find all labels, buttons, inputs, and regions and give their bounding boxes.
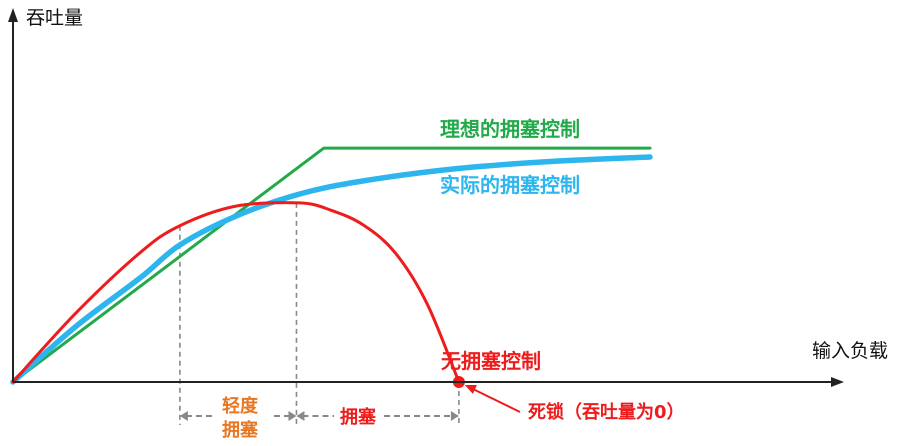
series-group: [10, 146, 653, 388]
series-label-ideal: 理想的拥塞控制: [440, 117, 580, 141]
congestion-range-arrow-left: [296, 411, 305, 421]
axes: [8, 8, 844, 387]
labels: 吞吐量 输入负载 理想的拥塞控制 实际的拥塞控制 无拥塞控制 轻度 拥塞 拥塞 …: [26, 7, 888, 441]
x-axis-arrow: [831, 377, 844, 387]
congestion-label: 拥塞: [340, 406, 377, 428]
light-range-arrow-right: [288, 411, 297, 421]
light-congestion-label-1: 轻度: [222, 395, 259, 417]
series-label-none: 无拥塞控制: [441, 349, 541, 373]
deadlock-pointer-line: [470, 387, 521, 413]
x-axis-label: 输入负载: [812, 340, 888, 362]
congestion-range-arrow-right: [450, 411, 459, 421]
deadlock-label: 死锁（吞吐量为0）: [528, 401, 685, 423]
series-actual-line: [10, 154, 653, 385]
light-range-arrow-left: [179, 411, 188, 421]
series-ideal-line: [11, 146, 652, 384]
y-axis-arrow: [8, 8, 18, 22]
light-congestion-label-2: 拥塞: [222, 419, 259, 441]
deadlock-pointer-arrowhead: [464, 385, 477, 394]
series-label-actual: 实际的拥塞控制: [440, 173, 580, 197]
y-axis-label: 吞吐量: [26, 7, 83, 29]
series-none-line: [11, 201, 461, 384]
guides: [179, 202, 521, 425]
